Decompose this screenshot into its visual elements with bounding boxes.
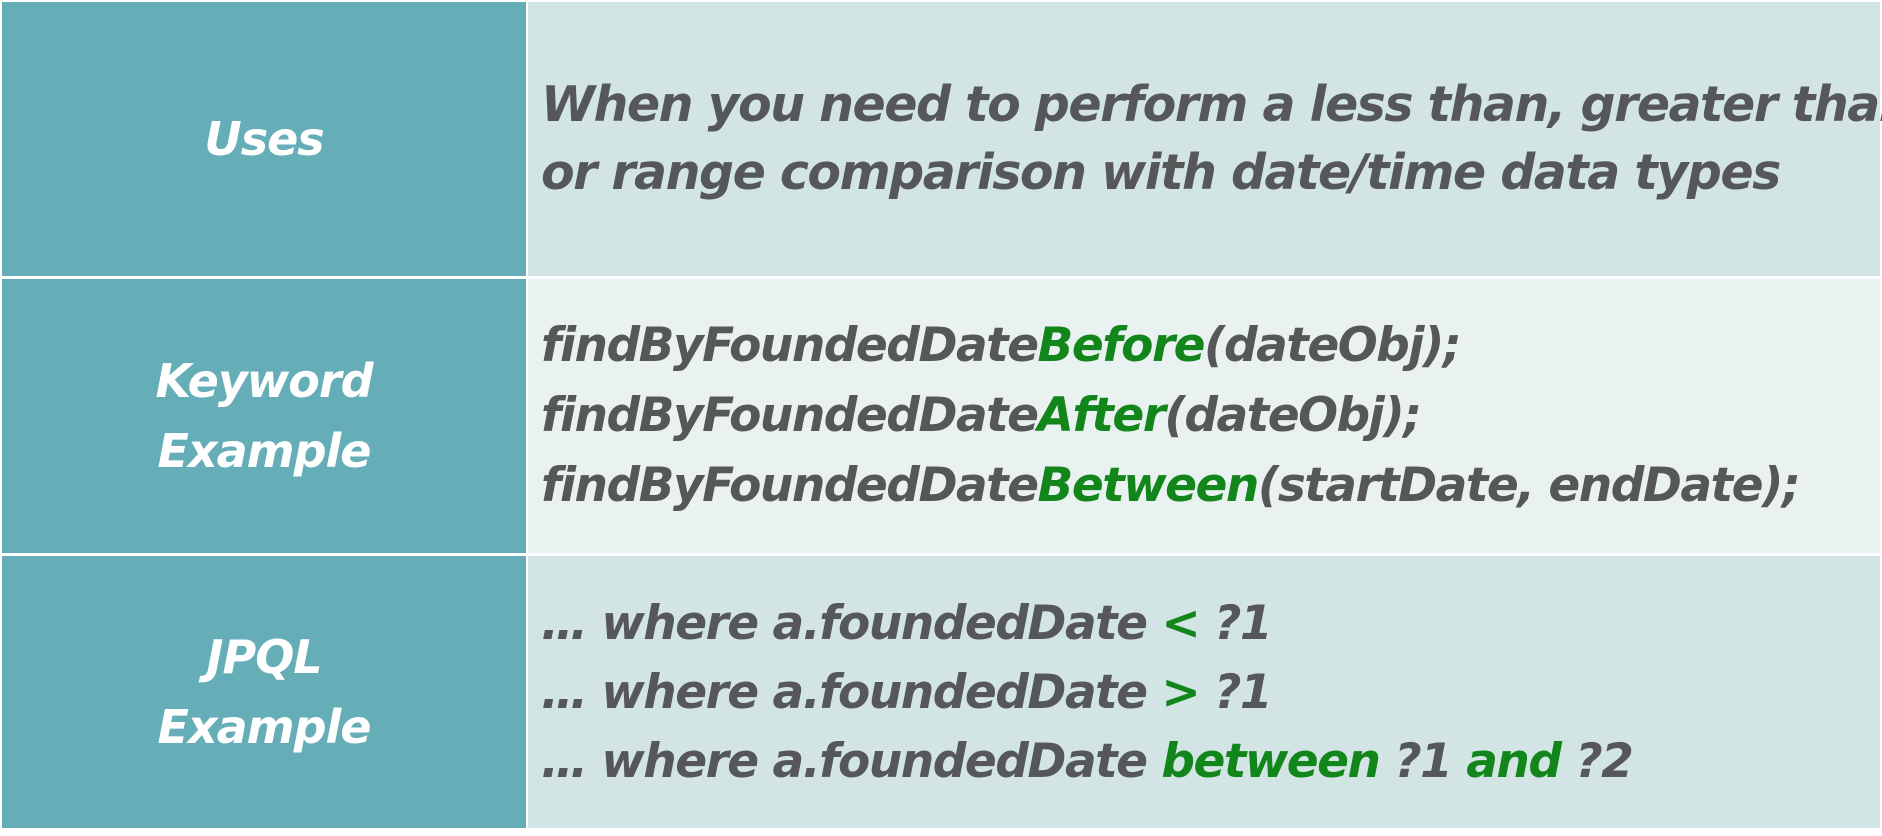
keyword-highlight: Before: [1037, 318, 1206, 373]
keyword-label-line-1: Keyword: [155, 354, 373, 408]
jpql-label-line-2: Example: [157, 700, 372, 754]
keyword-highlight: After: [1037, 388, 1166, 443]
uses-content-cell: When you need to perform a less than, gr…: [528, 2, 1882, 276]
jpql-prefix: … where a.foundedDate: [541, 595, 1162, 651]
jpql-operator: >: [1161, 664, 1200, 720]
jpql-example-label-cell: JPQL Example: [2, 556, 526, 828]
jpql-example-content-cell: … where a.foundedDate < ?1 … where a.fou…: [528, 556, 1880, 828]
jpql-operator-and: and: [1466, 733, 1562, 789]
jpql-example-line: … where a.foundedDate < ?1: [541, 589, 1632, 658]
uses-label-cell: Uses: [2, 2, 526, 276]
jpql-prefix: … where a.foundedDate: [541, 664, 1162, 720]
keyword-example-label-cell: Keyword Example: [2, 279, 526, 553]
jpql-prefix: … where a.foundedDate: [541, 733, 1162, 789]
keyword-example-line: findByFoundedDateAfter(dateObj);: [541, 381, 1799, 451]
method-prefix: findByFoundedDate: [541, 388, 1039, 443]
keyword-example-content-cell: findByFoundedDateBefore(dateObj); findBy…: [528, 279, 1880, 553]
jpql-param: ?1: [1379, 733, 1467, 789]
keyword-highlight: Between: [1037, 458, 1260, 513]
method-args: (dateObj);: [1204, 318, 1462, 373]
uses-line-1: When you need to perform a less than, gr…: [541, 76, 1882, 133]
keyword-example-line: findByFoundedDateBetween(startDate, endD…: [541, 451, 1801, 521]
jpql-param: ?1: [1199, 664, 1272, 720]
jpql-example-line: … where a.foundedDate > ?1: [541, 658, 1632, 727]
uses-line-2: or range comparison with date/time data …: [541, 144, 1781, 201]
jpql-example-line: … where a.foundedDate between ?1 and ?2: [541, 727, 1634, 796]
jpql-param: ?2: [1560, 733, 1633, 789]
method-args: (startDate, endDate);: [1257, 458, 1801, 513]
uses-label: Uses: [204, 112, 324, 166]
method-prefix: findByFoundedDate: [541, 318, 1039, 373]
method-prefix: findByFoundedDate: [541, 458, 1039, 513]
jpql-operator: between: [1161, 733, 1381, 789]
keyword-label-line-2: Example: [157, 424, 372, 478]
keyword-example-line: findByFoundedDateBefore(dateObj);: [541, 311, 1799, 381]
method-args: (dateObj);: [1164, 388, 1422, 443]
jpql-operator: <: [1161, 595, 1200, 651]
jpql-param: ?1: [1199, 595, 1272, 651]
jpql-label-line-1: JPQL: [206, 630, 322, 684]
